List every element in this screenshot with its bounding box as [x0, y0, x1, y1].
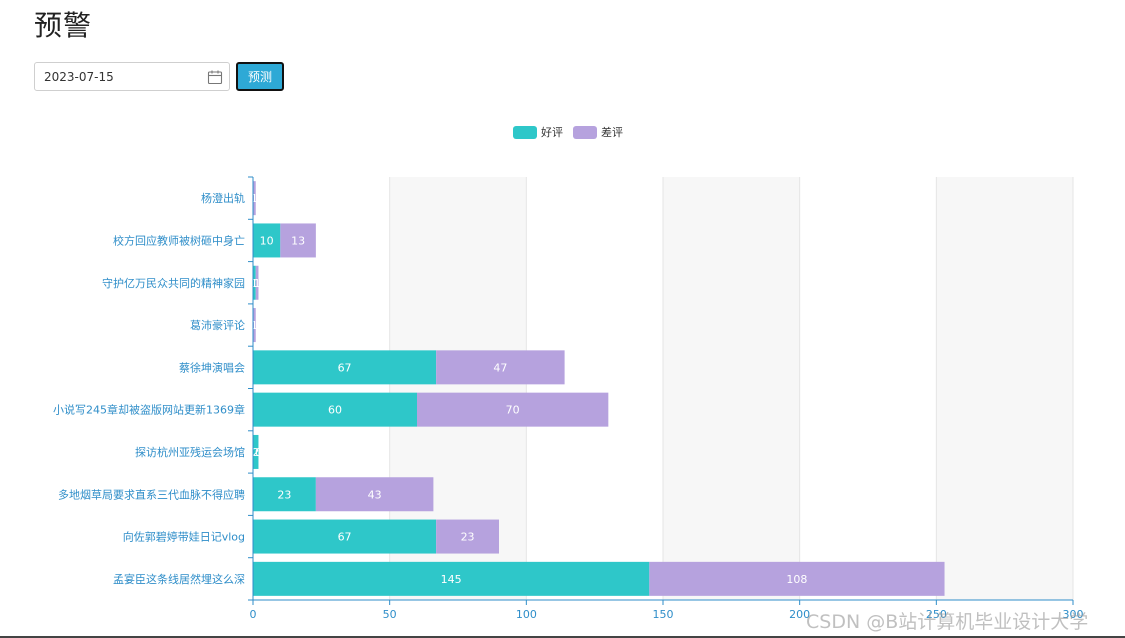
bar-good [253, 392, 417, 427]
bar-label-bad: 1 [251, 192, 258, 205]
y-tick-label: 多地烟草局要求直系三代血脉不得应聘 [58, 487, 245, 501]
bar-label-bad: 13 [291, 234, 305, 247]
bar-label-good: 2 [252, 446, 259, 459]
bar-label-good: 67 [338, 361, 352, 374]
date-picker[interactable] [34, 62, 230, 91]
x-tick-label: 150 [653, 608, 674, 621]
page-title: 预警 [34, 9, 93, 42]
legend-label-good: 好评 [541, 126, 563, 139]
y-tick-label: 蔡徐坤演唱会 [179, 360, 245, 374]
bar-label-good: 10 [260, 234, 274, 247]
calendar-icon[interactable] [207, 69, 223, 85]
bottom-divider [0, 636, 1125, 638]
y-tick-label: 杨澄出轨 [201, 191, 245, 205]
bar-label-good: 145 [441, 573, 462, 586]
x-tick-label: 50 [383, 608, 397, 621]
bar-bad [280, 223, 316, 258]
bar-bad [436, 350, 565, 385]
split-area [663, 177, 800, 600]
bar-good [253, 223, 281, 258]
x-tick-label: 0 [250, 608, 257, 621]
bar-bad [649, 561, 945, 596]
y-tick-label: 探访杭州亚残运会场馆 [135, 445, 245, 459]
bar-bad [255, 265, 259, 300]
chart-legend: 好评 差评 [0, 124, 1125, 140]
split-area [799, 177, 937, 600]
legend-item-good[interactable]: 好评 [513, 124, 563, 140]
legend-label-bad: 差评 [601, 126, 623, 139]
bar-good [253, 561, 650, 596]
bar-label-bad: 23 [461, 531, 475, 544]
x-tick-label: 250 [926, 608, 947, 621]
date-input[interactable] [35, 63, 204, 90]
x-tick-label: 100 [516, 608, 537, 621]
bar-good [253, 434, 259, 469]
bar-label-bad: 70 [506, 404, 520, 417]
bar-label-good: 67 [338, 531, 352, 544]
y-tick-label: 葛沛豪评论 [190, 318, 245, 332]
bar-label-good: 60 [328, 404, 342, 417]
bar-good [253, 519, 437, 554]
legend-item-bad[interactable]: 差评 [573, 124, 623, 140]
bar-label-good: 1 [251, 277, 258, 290]
watermark: CSDN @B站计算机毕业设计大学 [806, 611, 1089, 633]
split-area [526, 177, 663, 600]
bar-label-bad: 1 [251, 319, 258, 332]
y-tick-label: 守护亿万民众共同的精神家园 [102, 276, 245, 290]
bar-bad [253, 181, 256, 216]
bar-label-bad: 43 [368, 488, 382, 501]
legend-swatch-bad [573, 125, 597, 139]
y-tick-label: 小说写245章却被盗版网站更新1369章 [53, 403, 245, 417]
y-tick-label: 孟宴臣这条线居然埋这么深 [113, 572, 245, 586]
bar-label-bad: 108 [786, 573, 807, 586]
y-tick-label: 校方回应教师被树砸中身亡 [113, 233, 245, 247]
x-tick-label: 200 [789, 608, 810, 621]
bar-good [253, 477, 316, 512]
bar-bad [436, 519, 499, 554]
bar-label-good: 23 [277, 488, 291, 501]
bar-label-bad: 47 [493, 361, 507, 374]
bar-good [253, 265, 256, 300]
bar-good [253, 350, 437, 385]
legend-swatch-good [513, 125, 537, 139]
y-tick-label: 向佐郭碧婷带娃日记vlog [123, 530, 245, 544]
split-area [936, 177, 1073, 600]
x-tick-label: 300 [1063, 608, 1084, 621]
bar-label-bad: 1 [254, 277, 261, 290]
bar-label-bad: 0 [255, 446, 262, 459]
bar-bad [315, 477, 434, 512]
bar-bad [417, 392, 609, 427]
bar-bad [253, 308, 256, 343]
predict-button[interactable]: 预测 [236, 62, 284, 91]
